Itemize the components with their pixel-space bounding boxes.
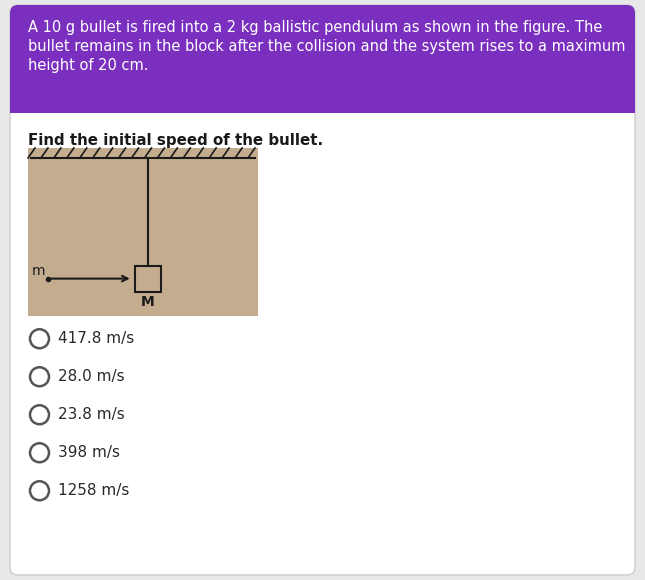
Bar [10,59,635,113]
Bar [28,148,258,316]
Text: 417.8 m/s: 417.8 m/s [58,331,134,346]
Text: m: m [32,263,45,278]
FancyBboxPatch shape [10,5,635,575]
Text: 1258 m/s: 1258 m/s [58,483,130,498]
Text: 398 m/s: 398 m/s [58,445,120,461]
Text: A 10 g bullet is fired into a 2 kg ballistic pendulum as shown in the figure. Th: A 10 g bullet is fired into a 2 kg balli… [28,20,602,35]
Text: 23.8 m/s: 23.8 m/s [58,407,124,422]
FancyBboxPatch shape [10,5,635,113]
Text: bullet remains in the block after the collision and the system rises to a maximu: bullet remains in the block after the co… [28,39,626,54]
Text: Find the initial speed of the bullet.: Find the initial speed of the bullet. [28,133,323,148]
Text: 28.0 m/s: 28.0 m/s [58,369,124,384]
Bar [135,266,161,292]
Text: height of 20 cm.: height of 20 cm. [28,58,148,73]
Text: M: M [141,295,154,309]
